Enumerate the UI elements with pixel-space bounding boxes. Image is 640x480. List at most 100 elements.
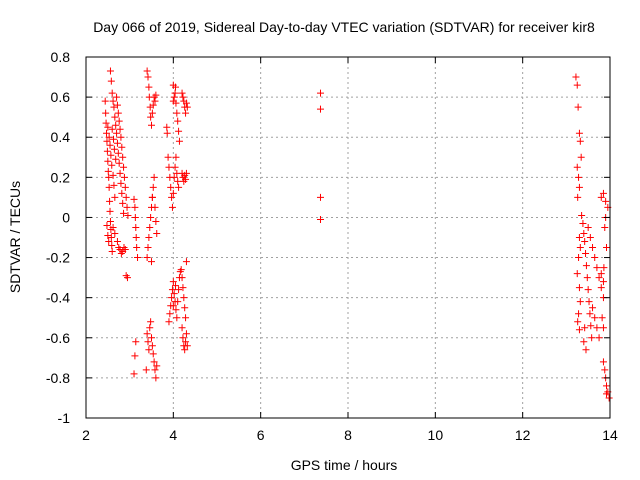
- data-point: [109, 223, 117, 231]
- x-tick-label: 8: [344, 427, 352, 443]
- data-point: [152, 374, 160, 382]
- data-point: [599, 278, 607, 286]
- data-point: [591, 314, 599, 322]
- data-point: [147, 318, 155, 326]
- data-point: [118, 143, 126, 151]
- data-point: [108, 125, 116, 133]
- y-tick-label: -1: [58, 410, 71, 426]
- data-point: [106, 67, 114, 75]
- data-point: [168, 203, 176, 211]
- data-point: [182, 99, 190, 107]
- data-point: [113, 238, 121, 246]
- data-point: [130, 195, 138, 203]
- data-point: [316, 89, 324, 97]
- data-point: [585, 298, 593, 306]
- data-point: [600, 264, 608, 272]
- data-point: [182, 330, 190, 338]
- data-point: [182, 314, 190, 322]
- data-point: [151, 366, 159, 374]
- data-point: [112, 121, 120, 129]
- data-point: [120, 163, 128, 171]
- data-point: [316, 215, 324, 223]
- data-point: [575, 183, 583, 191]
- data-point: [175, 286, 183, 294]
- data-point: [170, 93, 178, 101]
- data-point: [175, 127, 183, 135]
- data-point: [602, 197, 610, 205]
- data-point: [179, 284, 187, 292]
- data-point: [143, 330, 151, 338]
- data-point: [146, 223, 154, 231]
- data-point: [119, 153, 127, 161]
- data-point: [103, 221, 111, 229]
- data-point: [123, 274, 131, 282]
- y-tick-label: 0: [62, 209, 70, 225]
- data-point: [166, 310, 174, 318]
- y-tick-label: 0.2: [51, 169, 71, 185]
- data-point: [144, 73, 152, 81]
- data-point: [175, 183, 183, 191]
- x-tick-label: 10: [428, 427, 444, 443]
- data-point: [149, 183, 157, 191]
- data-point: [147, 213, 155, 221]
- data-point: [576, 137, 584, 145]
- data-point: [114, 149, 122, 157]
- data-point: [150, 173, 158, 181]
- data-point: [170, 173, 178, 181]
- data-point: [108, 89, 116, 97]
- data-point: [145, 346, 153, 354]
- data-point: [123, 203, 131, 211]
- data-point: [316, 105, 324, 113]
- data-point: [121, 246, 129, 254]
- data-point: [110, 145, 118, 153]
- data-point: [584, 223, 592, 231]
- data-point: [173, 109, 181, 117]
- data-point: [573, 270, 581, 278]
- data-point: [589, 304, 597, 312]
- data-point: [153, 362, 161, 370]
- data-point: [182, 258, 190, 266]
- data-point: [169, 189, 177, 197]
- data-point: [144, 244, 152, 252]
- data-point: [106, 217, 114, 225]
- data-point: [603, 382, 611, 390]
- data-point: [115, 117, 123, 125]
- data-point: [130, 370, 138, 378]
- data-point: [572, 73, 580, 81]
- data-point: [168, 286, 176, 294]
- data-point: [181, 346, 189, 354]
- data-point: [172, 153, 180, 161]
- data-point: [131, 203, 139, 211]
- data-point: [601, 366, 609, 374]
- data-point: [598, 314, 606, 322]
- data-point: [599, 324, 607, 332]
- data-point: [105, 238, 113, 246]
- data-point: [150, 358, 158, 366]
- data-point: [132, 223, 140, 231]
- data-point: [163, 123, 171, 131]
- data-point: [148, 342, 156, 350]
- data-point: [103, 137, 111, 145]
- data-point: [148, 109, 156, 117]
- data-point: [153, 229, 161, 237]
- x-tick-label: 14: [602, 427, 618, 443]
- data-point: [173, 314, 181, 322]
- data-point: [108, 161, 116, 169]
- data-point: [575, 254, 583, 262]
- data-point: [167, 183, 175, 191]
- data-point: [574, 318, 582, 326]
- data-point: [148, 258, 155, 266]
- y-tick-label: -0.8: [46, 370, 70, 386]
- data-point: [104, 157, 112, 165]
- data-point: [584, 286, 592, 294]
- data-point: [580, 229, 588, 237]
- y-tick-label: 0.6: [51, 89, 71, 105]
- data-point: [148, 121, 155, 129]
- data-point: [164, 153, 172, 161]
- data-point: [105, 183, 113, 191]
- data-point: [580, 338, 588, 346]
- data-point: [152, 91, 160, 99]
- data-point: [104, 231, 112, 239]
- data-point: [101, 97, 109, 105]
- data-point: [172, 99, 180, 107]
